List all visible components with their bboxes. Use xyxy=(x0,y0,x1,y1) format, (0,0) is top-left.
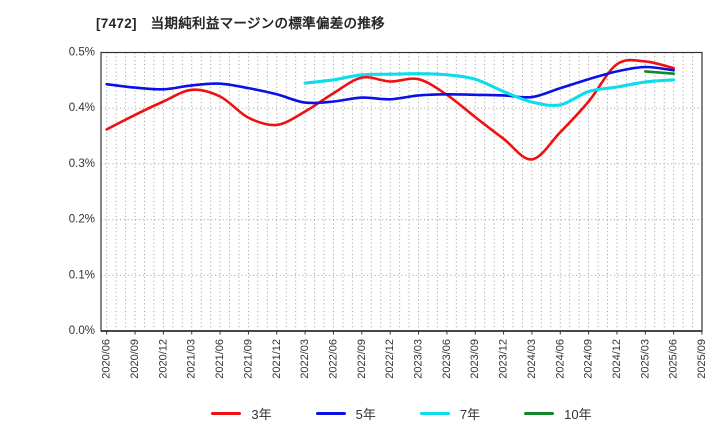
y-axis-labels: 0.0% 0.1% 0.2% 0.3% 0.4% 0.5% xyxy=(69,47,95,338)
legend-item-10y: 10年 xyxy=(524,404,592,423)
legend-swatch-5y xyxy=(315,411,346,416)
plot-border xyxy=(100,51,703,332)
x-tick-label: 2022/09 xyxy=(356,339,368,379)
series-line-7年 xyxy=(303,72,676,108)
x-tick-label: 2021/06 xyxy=(214,339,226,379)
x-tick-label: 2025/09 xyxy=(696,339,708,379)
x-tick-label: 2023/12 xyxy=(498,339,510,379)
x-tick-label: 2024/03 xyxy=(526,339,538,379)
x-tick-label: 2022/12 xyxy=(384,339,396,379)
x-tick-label: 2023/06 xyxy=(441,339,453,379)
x-tick-label: 2020/12 xyxy=(157,339,169,379)
x-tick-label: 2021/09 xyxy=(242,339,254,379)
series-line-10年 xyxy=(644,70,675,75)
legend-label-7y: 7年 xyxy=(459,407,481,422)
x-tick-label: 2024/09 xyxy=(583,339,595,379)
x-tick-label: 2024/06 xyxy=(554,339,566,379)
y-tick-label: 0.5% xyxy=(69,47,95,59)
vertical-gridlines xyxy=(106,52,703,331)
y-tick-label: 0.3% xyxy=(69,158,95,170)
legend-item-7y: 7年 xyxy=(419,404,481,423)
x-tick-label: 2022/06 xyxy=(327,339,339,379)
y-tick-label: 0.0% xyxy=(69,325,95,337)
x-tick-label: 2023/09 xyxy=(469,339,481,379)
series-line-5年 xyxy=(105,65,675,105)
x-tick-label: 2023/03 xyxy=(413,339,425,379)
x-axis-labels: 2020/06 2020/09 2020/12 2021/03 2021/06 2021/… xyxy=(101,331,708,379)
x-tick-label: 2024/12 xyxy=(611,339,623,379)
series-line-3年 xyxy=(105,58,675,161)
legend-label-3y: 3年 xyxy=(251,407,272,422)
legend-swatch-10y xyxy=(524,411,555,416)
x-tick-label: 2021/03 xyxy=(186,339,198,379)
legend-label-10y: 10年 xyxy=(564,407,592,422)
y-tick-label: 0.1% xyxy=(69,269,95,281)
legend-swatch-7y xyxy=(419,411,450,416)
x-tick-label: 2025/06 xyxy=(668,339,680,379)
x-tick-label: 2020/09 xyxy=(129,339,141,379)
horizontal-gridlines xyxy=(101,107,702,276)
legend-swatch-3y xyxy=(211,411,242,416)
series-lines xyxy=(105,58,676,161)
legend-item-5y: 5年 xyxy=(315,404,376,423)
legend-item-3y: 3年 xyxy=(211,404,272,423)
x-tick-label: 2021/12 xyxy=(271,339,283,379)
y-tick-label: 0.2% xyxy=(69,214,95,226)
chart-legend: 3年 5年 7年 10年 xyxy=(101,404,702,423)
chart-title: [7472] 当期純利益マージンの標準偏差の推移 xyxy=(96,16,385,31)
x-tick-label: 2020/06 xyxy=(101,339,113,379)
y-tick-label: 0.4% xyxy=(69,102,95,114)
x-tick-label: 2022/03 xyxy=(299,339,311,379)
legend-label-5y: 5年 xyxy=(355,407,376,422)
x-tick-label: 2025/03 xyxy=(639,339,651,379)
